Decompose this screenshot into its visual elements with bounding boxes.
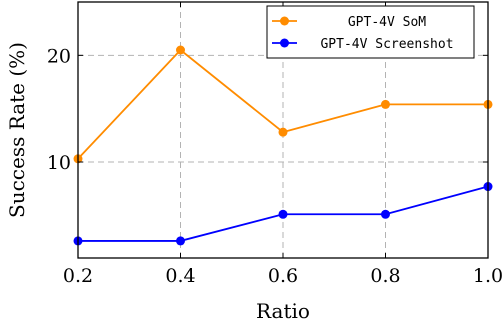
legend: GPT-4V SoM GPT-4V Screenshot: [266, 5, 475, 59]
x-tick-label: 1.0: [473, 265, 503, 287]
x-tick-label: 0.8: [370, 265, 400, 287]
legend-label: GPT-4V Screenshot: [320, 37, 453, 52]
legend-swatch-marker: [280, 16, 289, 26]
y-axis-label: Success Rate (%): [5, 42, 29, 218]
data-point: [381, 209, 390, 219]
legend-swatch-marker: [280, 38, 289, 48]
data-point: [278, 209, 288, 219]
data-point: [176, 236, 185, 246]
data-point: [176, 45, 185, 55]
y-tick-label: 10: [47, 152, 71, 174]
y-tick-label: 20: [47, 45, 71, 67]
data-point: [278, 127, 288, 137]
legend-box: [266, 5, 475, 59]
ticks: 0.2 0.4 0.6 0.8 1.0 10 20: [47, 2, 503, 287]
legend-label: GPT-4V SoM: [348, 15, 426, 30]
x-tick-label: 0.4: [165, 265, 195, 287]
data-point: [381, 99, 390, 109]
x-tick-label: 0.2: [63, 265, 93, 287]
x-axis-label: Ratio: [256, 299, 310, 323]
x-tick-label: 0.6: [268, 265, 298, 287]
